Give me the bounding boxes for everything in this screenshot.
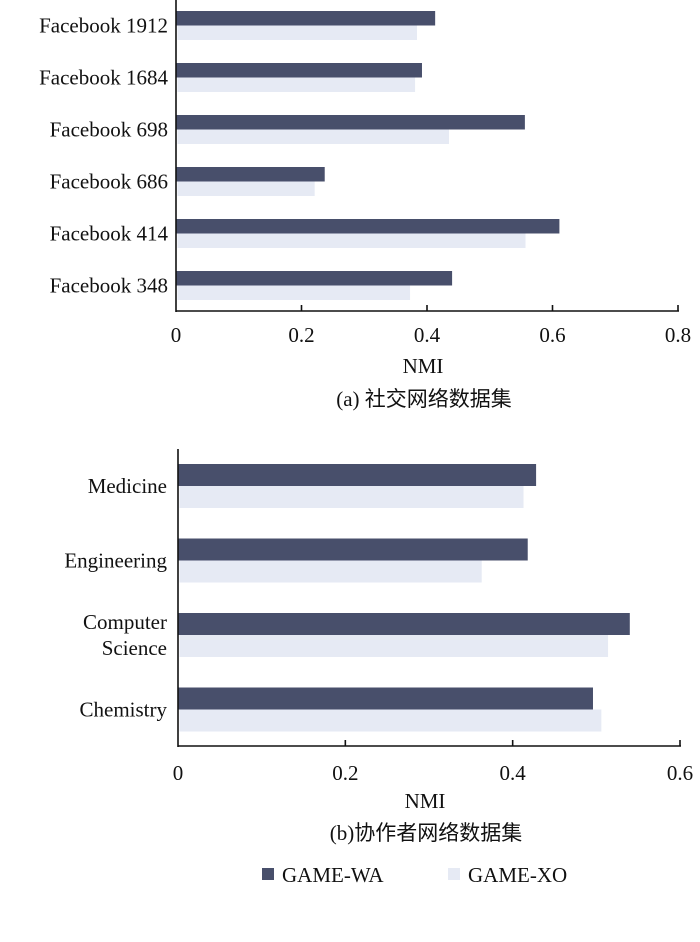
chart-caption: (a) 社交网络数据集 [336, 387, 512, 411]
legend-swatch-game-wa [262, 868, 274, 880]
bar-game-wa [178, 613, 630, 635]
bar-game-xo [177, 129, 449, 144]
bar-game-xo [177, 233, 526, 248]
category-label: Facebook 1912 [39, 14, 168, 38]
x-tick-label: 0.8 [665, 323, 691, 347]
bar-game-wa [178, 538, 528, 561]
legend: GAME-WA GAME-XO [262, 863, 567, 887]
category-label: Facebook 686 [50, 170, 168, 194]
chart-caption: (b)协作者网络数据集 [330, 821, 523, 845]
category-label: Facebook 1684 [39, 66, 168, 90]
chart-a-social-networks: Facebook 1912 Facebook 1684 Facebook 698 Fa… [39, 0, 691, 411]
bar-game-wa [176, 11, 436, 26]
x-tick-label: 0.4 [500, 761, 527, 785]
bar-game-wa [176, 271, 453, 286]
x-tick-label: 0.6 [539, 323, 565, 347]
bar-game-wa [176, 219, 560, 234]
bar-game-wa [178, 687, 593, 710]
bar-game-wa [176, 63, 422, 78]
legend-swatch-game-xo [448, 868, 460, 880]
legend-label: GAME-XO [468, 863, 567, 887]
bar-game-xo [177, 25, 417, 40]
bar-game-wa [178, 464, 537, 486]
category-label: Facebook 414 [50, 222, 169, 246]
x-tick-label: 0.6 [667, 761, 693, 785]
bar-game-xo [179, 635, 609, 657]
bar-game-xo [177, 285, 411, 300]
x-tick-label: 0.2 [332, 761, 358, 785]
category-label: Facebook 348 [50, 274, 168, 298]
category-label: Medicine [88, 474, 167, 498]
bar-game-xo [179, 560, 482, 583]
x-tick-label: 0 [171, 323, 182, 347]
bar-game-xo [179, 486, 524, 508]
bar-game-xo [177, 77, 416, 92]
category-label: Chemistry [80, 698, 168, 722]
category-label: Engineering [64, 549, 167, 573]
legend-label: GAME-WA [282, 863, 384, 887]
x-tick-label: 0.4 [414, 323, 441, 347]
x-tick-label: 0.2 [288, 323, 314, 347]
bar-game-xo [179, 709, 602, 732]
category-label: Science [102, 636, 167, 660]
bar-game-wa [176, 167, 325, 182]
category-label: Facebook 698 [50, 118, 168, 142]
bar-game-xo [177, 181, 315, 196]
category-label: Computer [83, 610, 167, 634]
x-axis-title: NMI [405, 789, 446, 813]
x-tick-label: 0 [173, 761, 184, 785]
bar-game-wa [176, 115, 525, 130]
x-axis-title: NMI [403, 354, 444, 378]
